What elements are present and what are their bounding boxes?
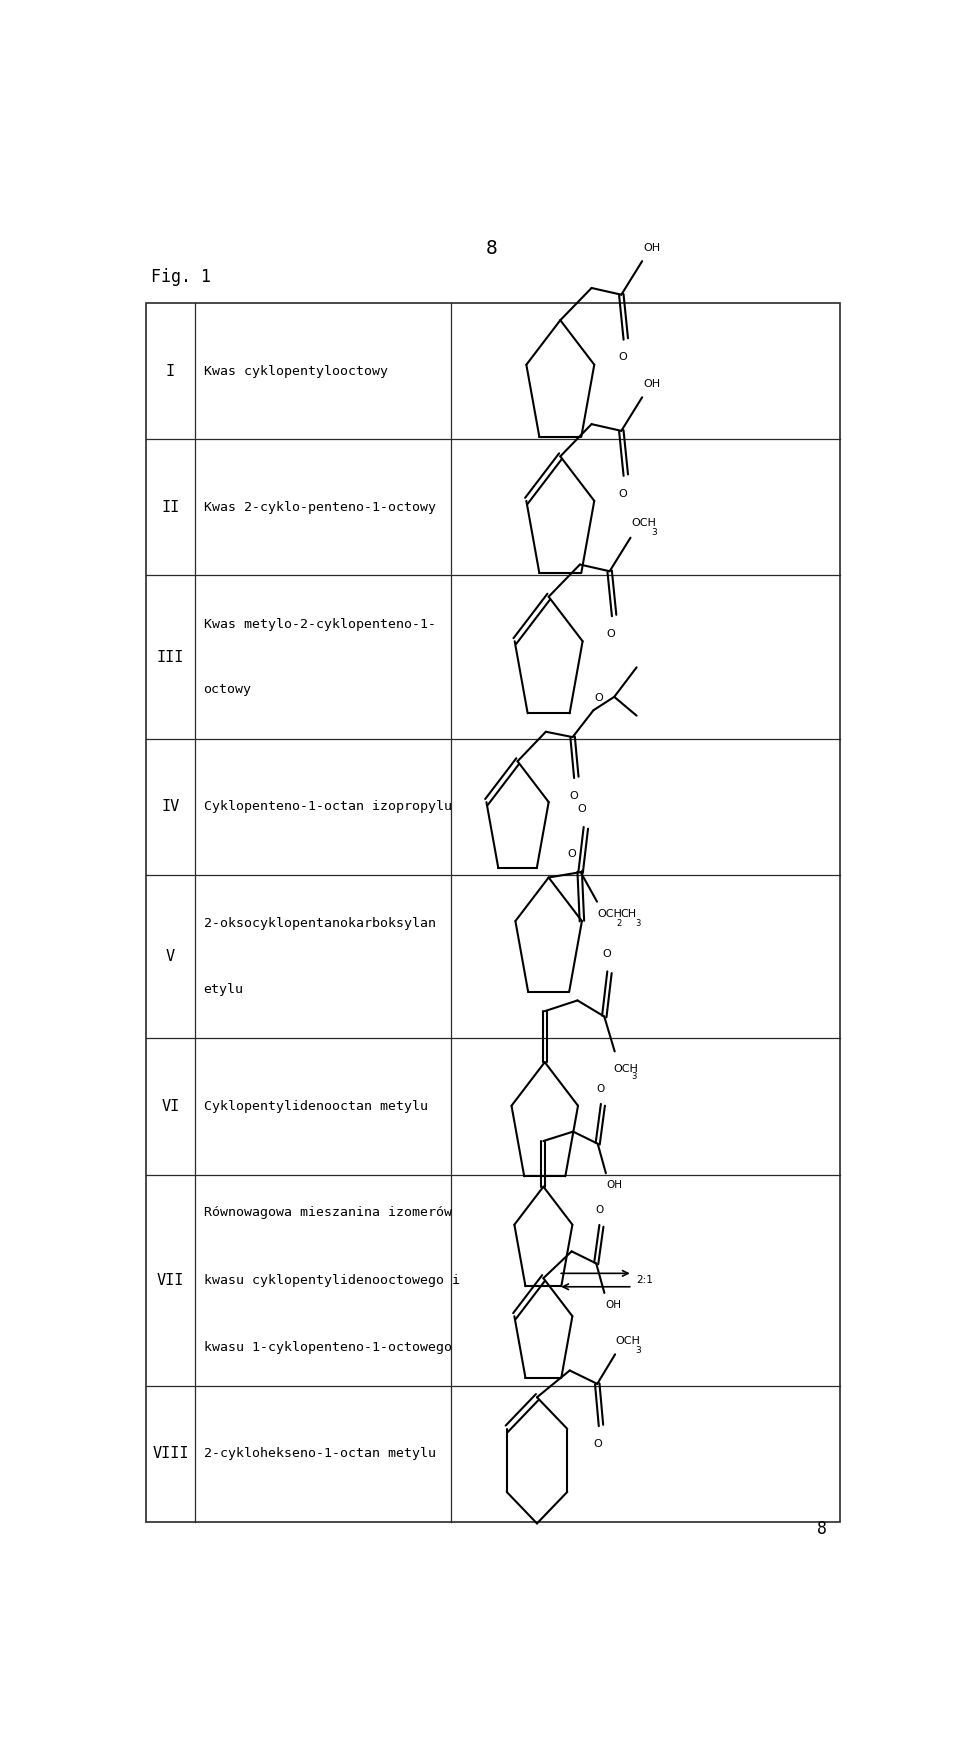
Text: etylu: etylu [204, 983, 244, 995]
Text: OH: OH [643, 242, 660, 253]
Text: OCH: OCH [632, 518, 656, 528]
Text: 3: 3 [651, 528, 657, 537]
Text: OH: OH [605, 1300, 621, 1311]
Text: 3: 3 [635, 919, 640, 927]
Text: OH: OH [643, 378, 660, 389]
Text: VII: VII [156, 1272, 184, 1288]
Text: V: V [166, 950, 175, 964]
Text: Fig. 1: Fig. 1 [152, 268, 211, 286]
Text: CH: CH [620, 908, 636, 919]
Text: IV: IV [161, 800, 180, 814]
Text: O: O [595, 1204, 603, 1215]
Text: 2: 2 [616, 919, 622, 927]
Text: O: O [578, 805, 587, 814]
Text: 2-cyklohekseno-1-octan metylu: 2-cyklohekseno-1-octan metylu [204, 1447, 436, 1461]
Text: Równowagowa mieszanina izomerów: Równowagowa mieszanina izomerów [204, 1206, 451, 1218]
Text: OCH: OCH [613, 1063, 638, 1074]
Text: VIII: VIII [152, 1447, 188, 1461]
Text: O: O [618, 352, 627, 363]
Text: 2:1: 2:1 [636, 1276, 653, 1285]
Text: II: II [161, 500, 180, 514]
Text: Kwas cyklopentylooctowy: Kwas cyklopentylooctowy [204, 364, 388, 378]
Text: Kwas metylo-2-cyklopenteno-1-: Kwas metylo-2-cyklopenteno-1- [204, 619, 436, 631]
Text: 8: 8 [486, 239, 498, 258]
Text: kwasu 1-cyklopenteno-1-octowego: kwasu 1-cyklopenteno-1-octowego [204, 1340, 451, 1354]
Text: OH: OH [607, 1180, 623, 1190]
Text: I: I [166, 364, 175, 378]
Text: OCH: OCH [616, 1335, 640, 1346]
Text: 2-oksocyklopentanokarboksylan: 2-oksocyklopentanokarboksylan [204, 917, 436, 931]
Text: Cyklopentylidenooctan metylu: Cyklopentylidenooctan metylu [204, 1100, 427, 1114]
Text: VI: VI [161, 1098, 180, 1114]
Text: 3: 3 [631, 1072, 636, 1081]
Text: O: O [596, 1084, 605, 1095]
Text: OCH: OCH [598, 908, 623, 919]
Text: III: III [156, 650, 184, 664]
Text: 3: 3 [636, 1346, 641, 1354]
Text: O: O [568, 849, 577, 859]
Text: Cyklopenteno-1-octan izopropylu: Cyklopenteno-1-octan izopropylu [204, 800, 451, 814]
Text: 8: 8 [817, 1520, 827, 1537]
Text: O: O [607, 629, 615, 640]
Text: octowy: octowy [204, 683, 252, 695]
Text: O: O [594, 694, 603, 702]
Text: O: O [593, 1440, 602, 1448]
Text: O: O [602, 948, 611, 959]
Text: O: O [569, 791, 578, 800]
Text: kwasu cyklopentylidenooctowego i: kwasu cyklopentylidenooctowego i [204, 1274, 460, 1286]
Text: Kwas 2-cyklo-penteno-1-octowy: Kwas 2-cyklo-penteno-1-octowy [204, 500, 436, 514]
Text: O: O [618, 488, 627, 498]
